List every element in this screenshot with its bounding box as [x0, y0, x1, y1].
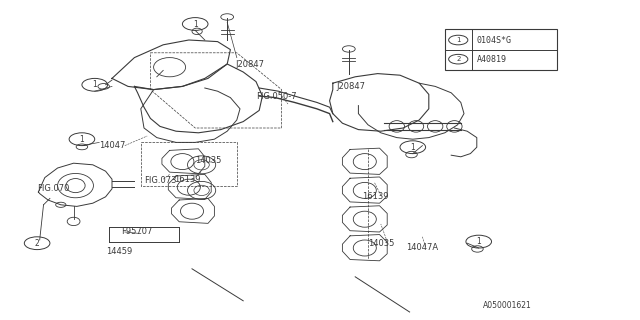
- Text: J20847: J20847: [336, 82, 365, 91]
- Text: 2: 2: [35, 239, 40, 248]
- Text: J20847: J20847: [235, 60, 264, 68]
- Text: 16139: 16139: [174, 175, 200, 184]
- Text: 1: 1: [410, 143, 415, 152]
- Text: 1: 1: [476, 237, 481, 246]
- Text: 14459: 14459: [106, 247, 132, 256]
- Text: 16139: 16139: [362, 192, 388, 201]
- Text: FIG.070: FIG.070: [37, 184, 70, 193]
- Text: FIG.050-7: FIG.050-7: [256, 92, 296, 100]
- Text: A40819: A40819: [477, 55, 507, 64]
- Text: 14035: 14035: [195, 156, 221, 164]
- Text: A050001621: A050001621: [483, 301, 532, 310]
- Text: 1: 1: [456, 37, 461, 43]
- Text: 2: 2: [456, 56, 460, 62]
- Text: 14047: 14047: [99, 141, 125, 150]
- Text: 1: 1: [193, 20, 198, 28]
- Bar: [445, 29, 557, 70]
- Text: FIG.073: FIG.073: [144, 176, 177, 185]
- Text: 1: 1: [92, 80, 97, 89]
- Text: 0104S*G: 0104S*G: [477, 36, 512, 44]
- Text: 1: 1: [79, 135, 84, 144]
- Text: 14047A: 14047A: [406, 244, 438, 252]
- Text: F95707: F95707: [122, 228, 153, 236]
- Text: 14035: 14035: [368, 239, 394, 248]
